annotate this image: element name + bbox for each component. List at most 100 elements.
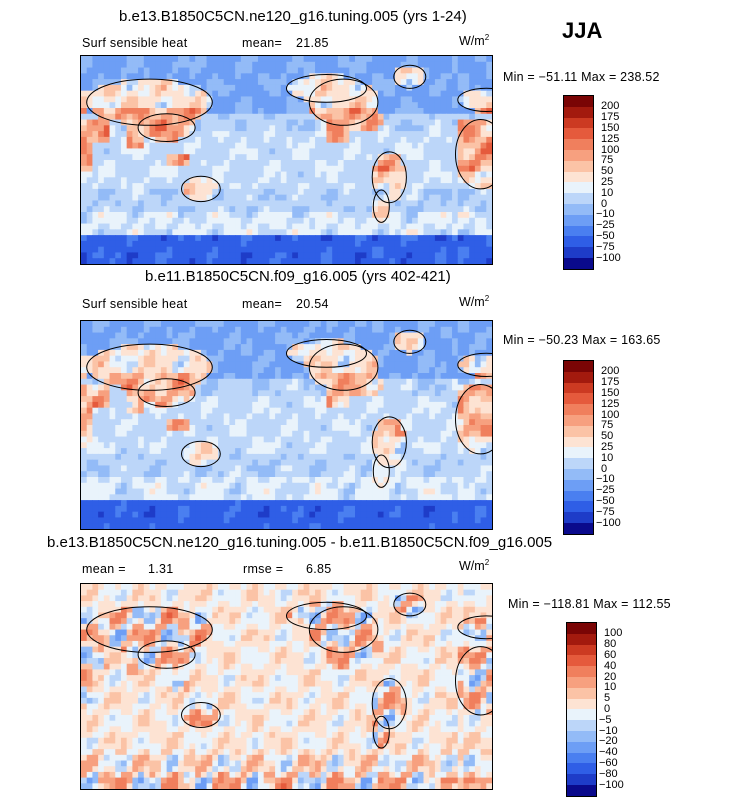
- map-cell: [212, 224, 218, 230]
- map-cell: [218, 356, 224, 362]
- map-cell: [361, 419, 367, 425]
- map-cell: [275, 460, 281, 466]
- map-cell: [389, 489, 395, 495]
- map-cell: [127, 373, 133, 379]
- map-cell: [326, 437, 332, 443]
- map-cell: [92, 333, 98, 339]
- map-cell: [463, 460, 469, 466]
- map-cell: [469, 431, 475, 437]
- map-cell: [132, 172, 138, 178]
- map-cell: [132, 506, 138, 512]
- map-cell: [155, 189, 161, 195]
- map-cell: [127, 85, 133, 91]
- map-cell: [372, 385, 378, 391]
- map-cell: [258, 413, 264, 419]
- map-cell: [361, 125, 367, 131]
- map-cell: [132, 408, 138, 414]
- map-cell: [366, 247, 372, 253]
- map-cell: [104, 56, 110, 62]
- map-cell: [167, 413, 173, 419]
- map-cell: [395, 408, 401, 414]
- map-cell: [406, 177, 412, 183]
- map-cell: [110, 212, 116, 218]
- map-cell: [406, 379, 412, 385]
- map-cell: [298, 131, 304, 137]
- map-cell: [144, 419, 150, 425]
- map-cell: [298, 477, 304, 483]
- map-cell: [258, 460, 264, 466]
- map-cell: [212, 321, 218, 327]
- map-cell: [406, 419, 412, 425]
- map-cell: [321, 402, 327, 408]
- map-cell: [315, 419, 321, 425]
- map-cell: [178, 143, 184, 149]
- map-cell: [275, 62, 281, 68]
- map-cell: [435, 252, 441, 258]
- map-cell: [281, 402, 287, 408]
- map-cell: [315, 131, 321, 137]
- map-cell: [235, 252, 241, 258]
- map-cell: [150, 361, 156, 367]
- map-cell: [304, 241, 310, 247]
- map-cell: [92, 465, 98, 471]
- map-cell: [167, 235, 173, 241]
- map-cell: [355, 419, 361, 425]
- map-cell: [269, 437, 275, 443]
- map-cell: [321, 229, 327, 235]
- map-cell: [161, 483, 167, 489]
- map-cell: [349, 494, 355, 500]
- map-cell: [338, 460, 344, 466]
- map-cell: [304, 471, 310, 477]
- map-cell: [469, 477, 475, 483]
- map-cell: [150, 148, 156, 154]
- map-cell: [366, 120, 372, 126]
- map-cell: [326, 252, 332, 258]
- map-cell: [463, 235, 469, 241]
- map-cell: [412, 465, 418, 471]
- map-cell: [458, 200, 464, 206]
- map-cell: [304, 137, 310, 143]
- map-cell: [395, 361, 401, 367]
- map-cell: [486, 338, 492, 344]
- map-cell: [127, 143, 133, 149]
- map-cell: [481, 338, 487, 344]
- map-cell: [429, 114, 435, 120]
- map-cell: [298, 189, 304, 195]
- map-cell: [372, 442, 378, 448]
- map-cell: [486, 327, 492, 333]
- map-cell: [98, 125, 104, 131]
- map-cell: [406, 258, 412, 264]
- map-cell: [144, 62, 150, 68]
- map-cell: [406, 471, 412, 477]
- map-cell: [309, 442, 315, 448]
- map-cell: [150, 172, 156, 178]
- map-cell: [378, 477, 384, 483]
- map-cell: [150, 454, 156, 460]
- map-cell: [127, 252, 133, 258]
- map-cell: [344, 252, 350, 258]
- map-cell: [132, 247, 138, 253]
- map-cell: [98, 235, 104, 241]
- map-cell: [309, 396, 315, 402]
- map-cell: [384, 143, 390, 149]
- map-cell: [378, 206, 384, 212]
- map-cell: [138, 350, 144, 356]
- map-cell: [315, 91, 321, 97]
- map-cell: [224, 448, 230, 454]
- map-cell: [258, 367, 264, 373]
- map-cell: [361, 258, 367, 264]
- map-cell: [275, 465, 281, 471]
- map-cell: [378, 252, 384, 258]
- map-cell: [309, 224, 315, 230]
- map-cell: [195, 413, 201, 419]
- map-cell: [269, 200, 275, 206]
- map-cell: [344, 350, 350, 356]
- map-cell: [424, 108, 430, 114]
- map-cell: [178, 200, 184, 206]
- map-cell: [281, 425, 287, 431]
- map-cell: [355, 68, 361, 74]
- map-cell: [269, 218, 275, 224]
- map-cell: [475, 148, 481, 154]
- map-cell: [229, 413, 235, 419]
- map-cell: [92, 160, 98, 166]
